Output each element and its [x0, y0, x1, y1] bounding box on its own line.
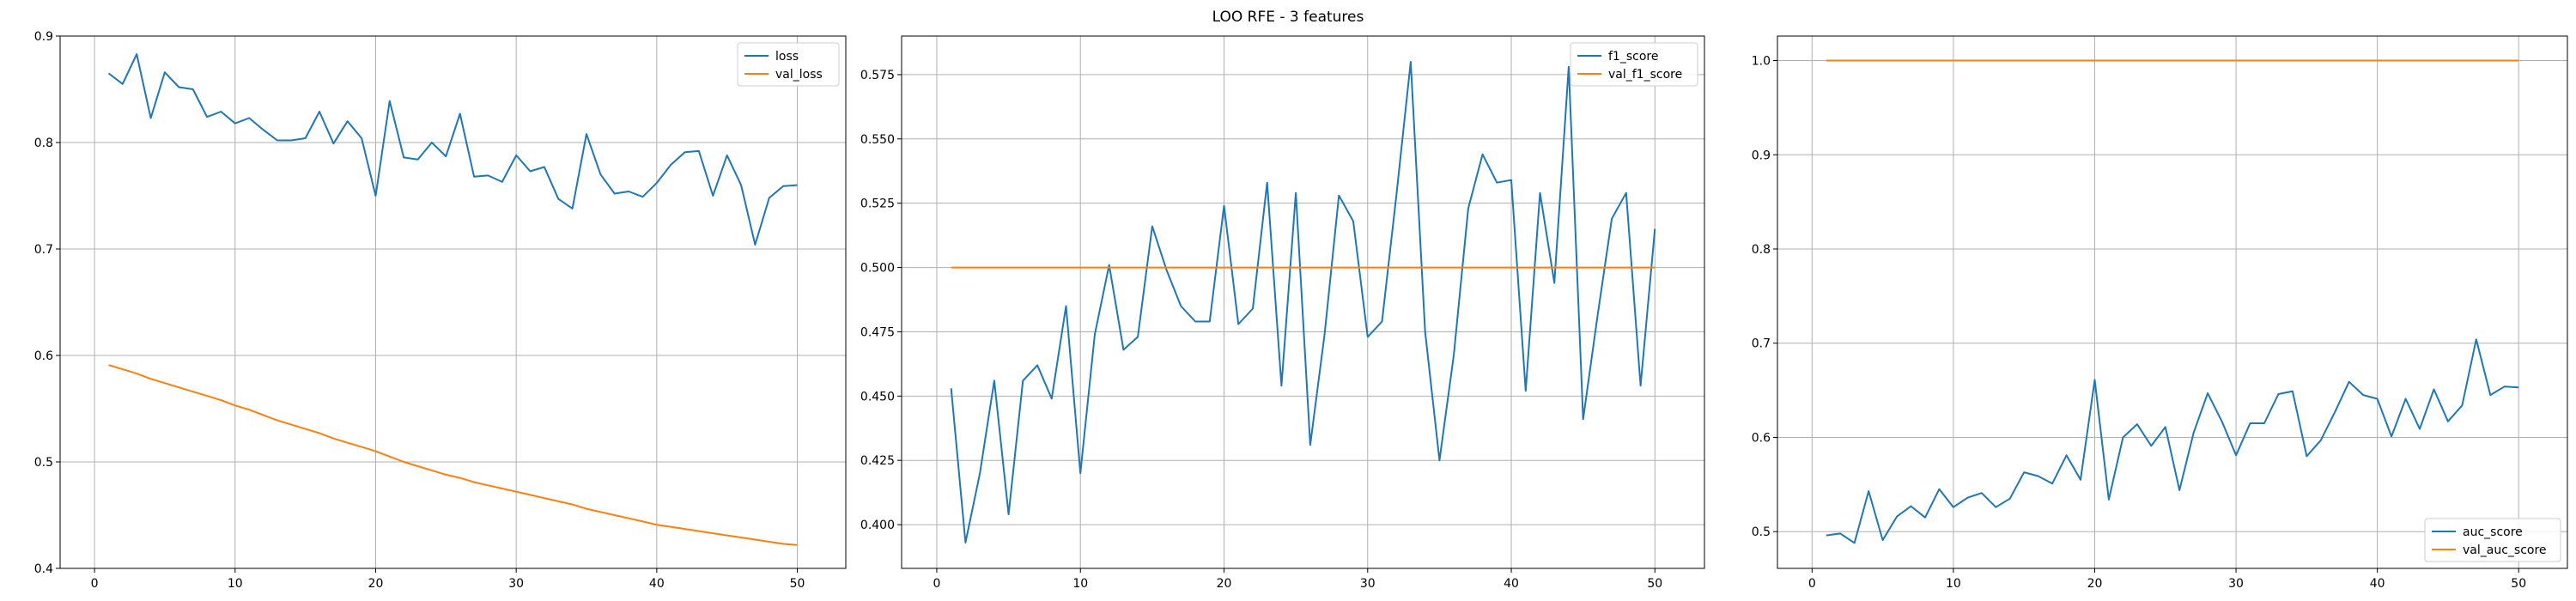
legend-label-val_auc_score: val_auc_score — [2463, 543, 2547, 557]
x-tick-label: 40 — [2370, 577, 2385, 591]
y-tick-label: 0.8 — [34, 137, 53, 150]
legend-box — [2424, 518, 2561, 562]
axes-frame — [59, 35, 847, 569]
legend-label-loss: loss — [775, 50, 799, 64]
x-tick-label: 20 — [1217, 577, 1232, 591]
y-tick-label: 0.575 — [860, 69, 895, 82]
y-tick-label: 0.550 — [860, 133, 895, 147]
y-tick-label: 0.9 — [1752, 149, 1771, 162]
x-tick-label: 10 — [1072, 577, 1088, 591]
x-tick-label: 10 — [228, 577, 243, 591]
y-tick-label: 0.450 — [860, 390, 895, 404]
legend: loss val_loss — [737, 42, 840, 87]
chart-panel-2: 0 10 20 30 40 50 0.400 0.425 0.450 0.475 0.500 0.52… — [860, 35, 1705, 591]
x-tick-label: 0 — [1808, 577, 1816, 591]
x-tick-label: 0 — [933, 577, 941, 591]
series-line-f1_score — [950, 61, 1656, 543]
y-tick-label: 0.6 — [1752, 431, 1771, 445]
axes-frame — [1777, 35, 2568, 569]
legend-box — [737, 42, 840, 87]
y-tick-label: 1.0 — [1752, 55, 1771, 69]
y-tick-label: 0.5 — [34, 456, 53, 470]
y-tick-label: 0.7 — [34, 243, 53, 257]
x-tick-label: 20 — [2087, 577, 2103, 591]
y-tick-label: 0.9 — [34, 30, 53, 44]
x-tick-label: 30 — [508, 577, 524, 591]
y-tick-label: 0.525 — [860, 197, 895, 211]
legend-label-f1_score: f1_score — [1608, 50, 1658, 64]
chart-panel-1: 0 10 20 30 40 50 0.4 0.5 0.6 0.7 0.8 0.9 loss val_los… — [34, 30, 847, 591]
y-tick-label: 0.425 — [860, 454, 895, 468]
y-tick-label: 0.400 — [860, 519, 895, 532]
x-tick-label: 40 — [649, 577, 665, 591]
legend-label-val_f1_score: val_f1_score — [1608, 68, 1682, 82]
x-tick-label: 10 — [1946, 577, 1961, 591]
y-tick-label: 0.8 — [1752, 243, 1771, 257]
legend: auc_score val_auc_score — [2424, 518, 2561, 562]
figure-title: LOO RFE - 3 features — [1212, 9, 1364, 26]
legend: f1_score val_f1_score — [1570, 42, 1698, 87]
y-tick-label: 0.6 — [34, 349, 53, 363]
legend-label-auc_score: auc_score — [2463, 525, 2523, 539]
axes-frame — [901, 35, 1705, 569]
series-line-auc_score — [1826, 338, 2519, 544]
legend-box — [1570, 42, 1698, 87]
x-tick-label: 0 — [91, 577, 99, 591]
x-tick-label: 50 — [1647, 577, 1662, 591]
y-tick-label: 0.500 — [860, 262, 895, 276]
legend-label-val_loss: val_loss — [775, 68, 823, 82]
y-tick-label: 0.4 — [34, 562, 53, 576]
y-tick-label: 0.7 — [1752, 337, 1771, 351]
y-tick-label: 0.475 — [860, 325, 895, 339]
series-line-val_loss — [108, 364, 798, 546]
chart-panel-3: 0 10 20 30 40 50 0.5 0.6 0.7 0.8 0.9 1.0 auc_scoreva… — [1752, 35, 2568, 591]
x-tick-label: 30 — [1360, 577, 1376, 591]
y-tick-label: 0.5 — [1752, 525, 1771, 539]
x-tick-label: 20 — [368, 577, 384, 591]
x-tick-label: 40 — [1504, 577, 1519, 591]
x-tick-label: 30 — [2228, 577, 2244, 591]
x-tick-label: 50 — [790, 577, 805, 591]
series-line-loss — [107, 53, 798, 246]
x-tick-label: 50 — [2511, 577, 2526, 591]
